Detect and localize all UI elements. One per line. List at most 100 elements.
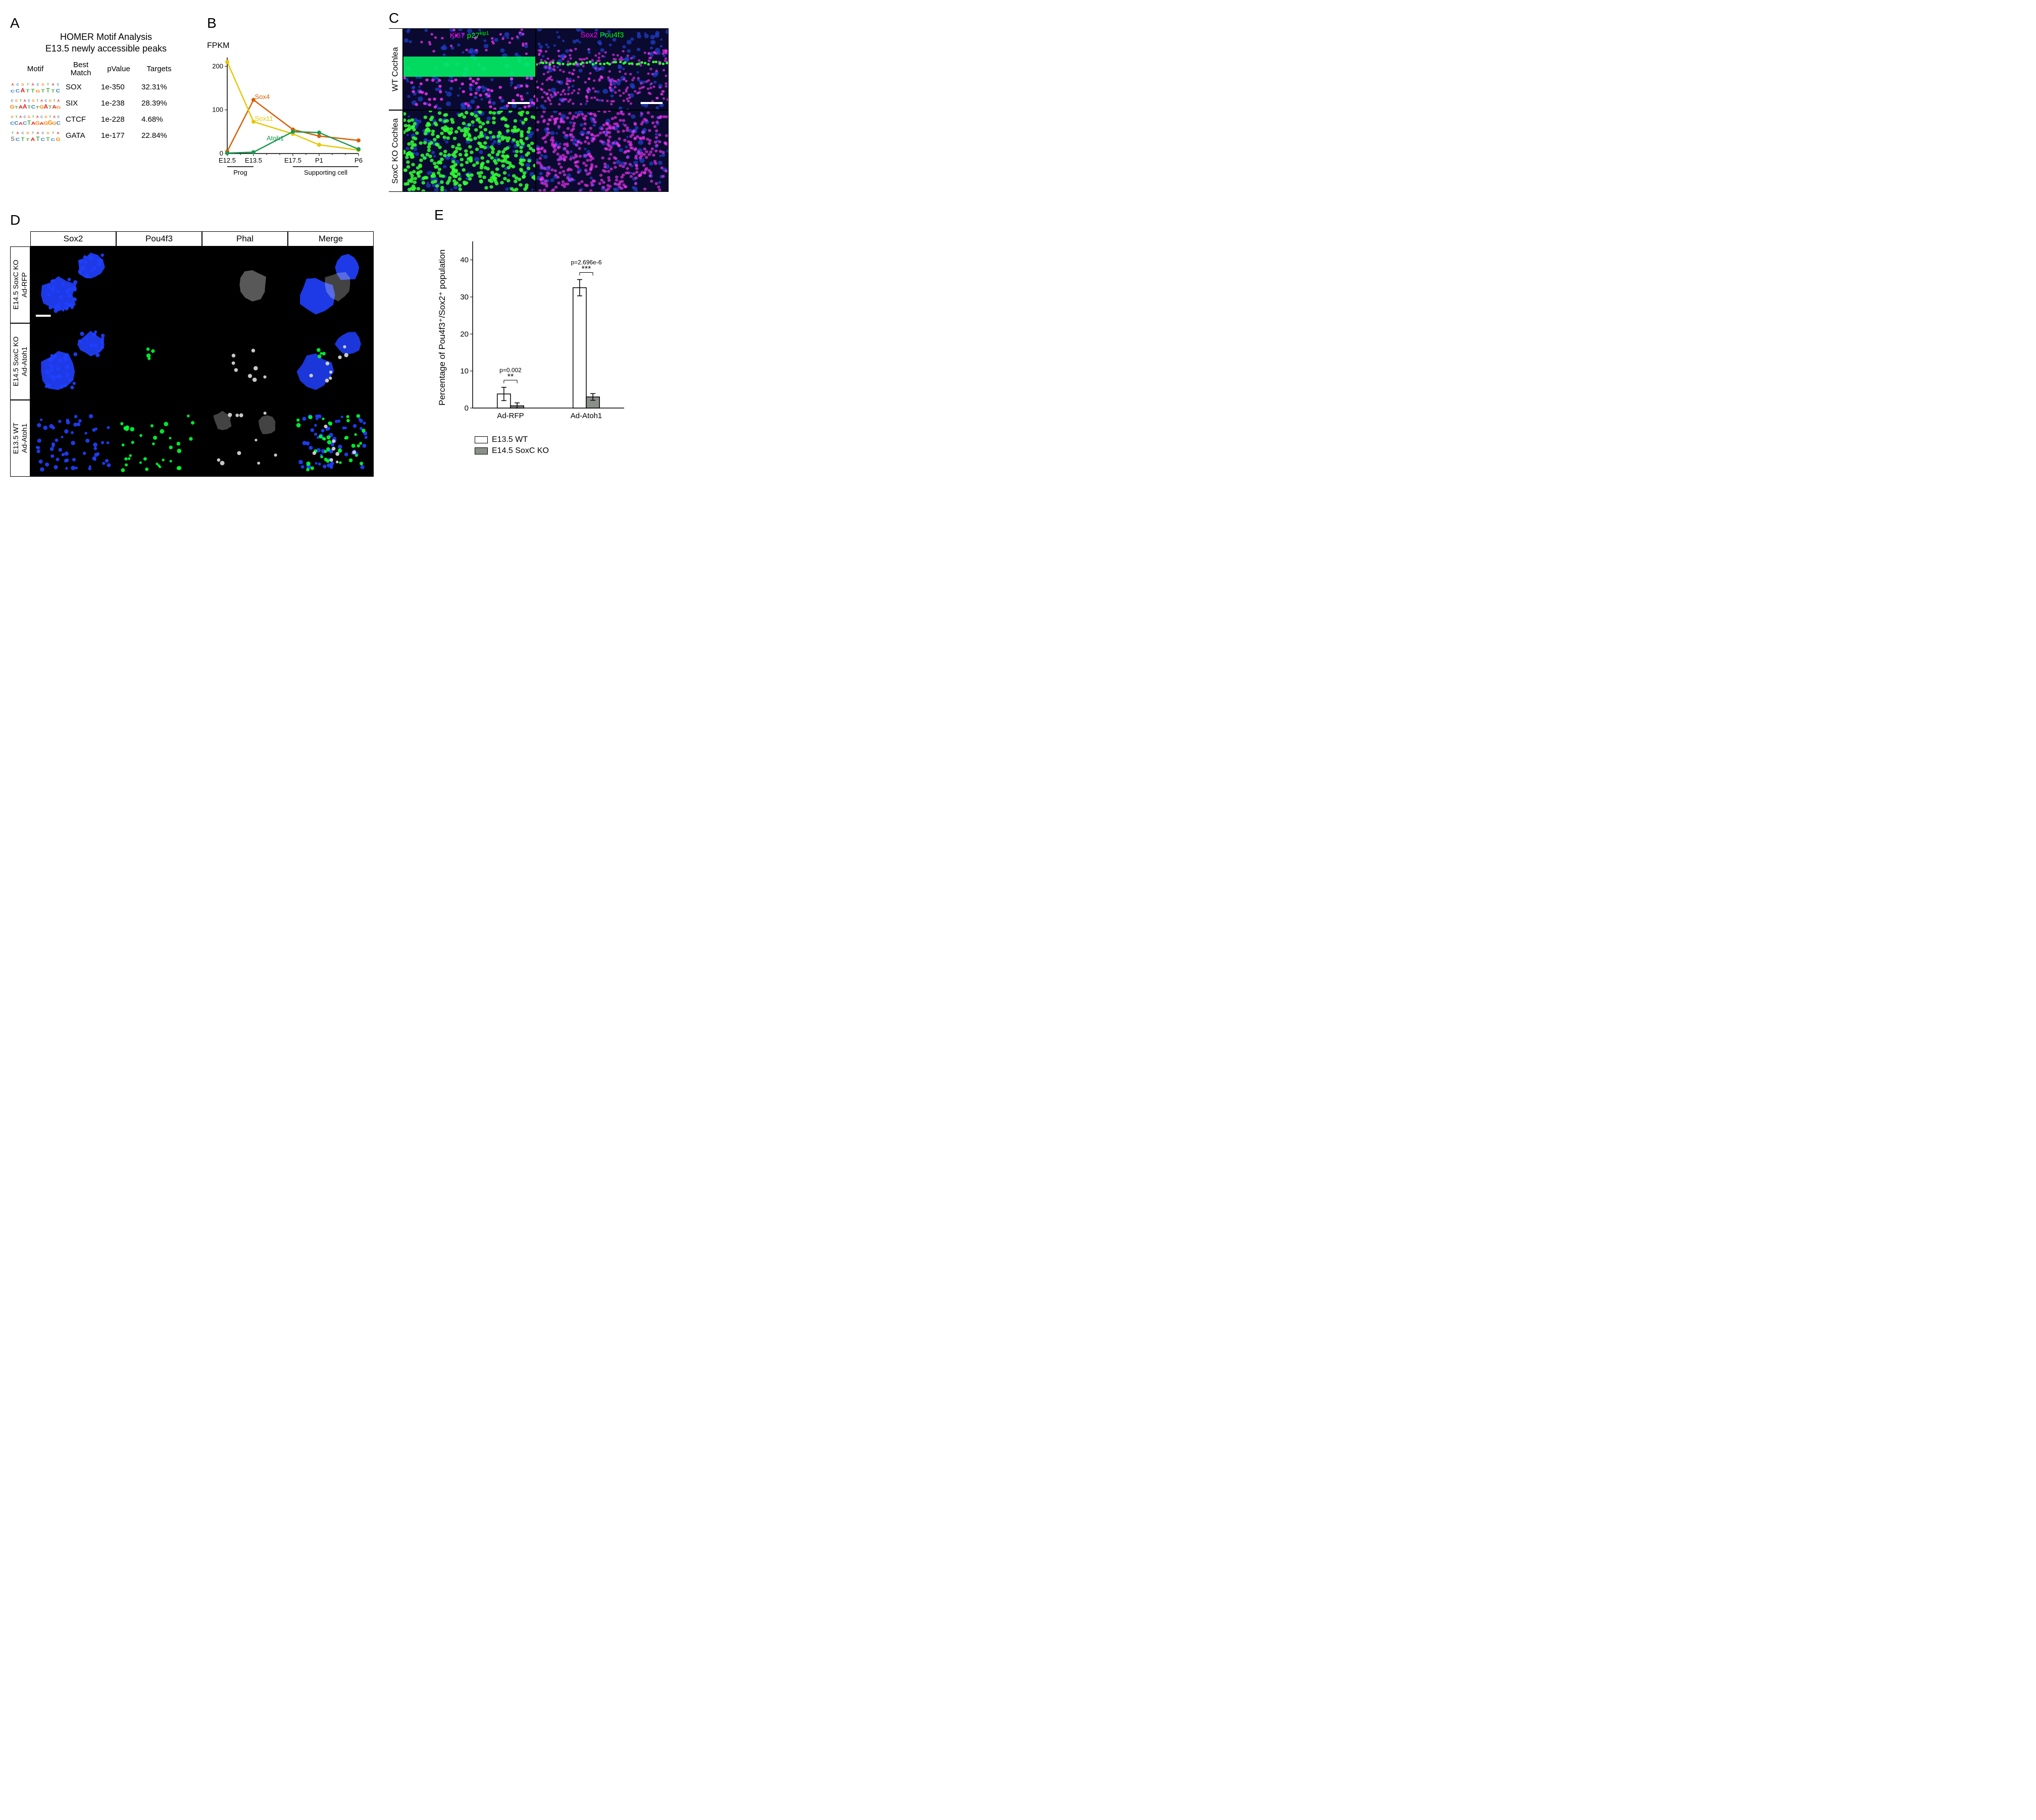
motif-targets: 28.39% (141, 99, 177, 108)
svg-text:G: G (44, 115, 47, 119)
panel-d-col-header: Phal (202, 231, 288, 246)
svg-text:G: G (21, 83, 24, 86)
legend-label: E14.5 SoxC KO (492, 446, 549, 456)
svg-text:G: G (35, 120, 40, 126)
legend-item: E13.5 WT (475, 435, 669, 444)
panel-a-label: A (10, 15, 202, 31)
panel-d-image (202, 246, 288, 323)
panel-d-row-label: E14.5 SoxC KOAd-Atoh1 (10, 323, 30, 400)
panel-d: D Sox2Pou4f3PhalMergeE14.5 SoxC KOAd-RFP… (10, 212, 404, 477)
svg-text:Sox11: Sox11 (255, 115, 273, 122)
svg-text:G: G (11, 115, 14, 119)
svg-text:C: C (17, 83, 19, 86)
svg-text:C: C (56, 88, 60, 93)
svg-text:C: C (16, 137, 20, 142)
svg-text:G: G (15, 99, 18, 103)
panel-e: E Percentage of Pou4f3⁺/Sox2⁺ population… (434, 207, 669, 477)
motif-pval: 1e-177 (101, 131, 136, 140)
svg-text:T: T (49, 115, 51, 119)
motif-pval: 1e-350 (101, 83, 136, 91)
bottom-row: D Sox2Pou4f3PhalMergeE14.5 SoxC KOAd-RFP… (10, 192, 669, 477)
motif-logo: STCATCTGATTACCTGCTGA (10, 129, 61, 142)
svg-text:40: 40 (460, 256, 469, 265)
panel-c-grid: WT CochleaKi67 p27kip1Sox2 Pou4f3SoxC KO… (389, 28, 669, 192)
svg-text:E17.5: E17.5 (284, 157, 301, 164)
svg-text:Supporting cell: Supporting cell (304, 169, 347, 176)
panel-c-image: Ki67 p27kip1 (403, 28, 536, 110)
panel-d-image (288, 246, 374, 323)
legend-swatch (475, 436, 488, 443)
svg-text:A: A (52, 83, 55, 86)
svg-text:T: T (41, 88, 45, 94)
svg-text:G: G (26, 131, 29, 135)
motif-hdr-motif: Motif (10, 65, 61, 74)
svg-text:A: A (53, 115, 56, 119)
panel-c-col-label: Ki67 p27kip1 (403, 31, 535, 40)
svg-text:G: G (10, 104, 15, 110)
panel-c-label: C (389, 10, 669, 26)
svg-text:G: G (35, 89, 40, 93)
panel-b-chart: 0100200E12.5E13.5E17.5P1P6ProgSupporting… (207, 53, 374, 184)
svg-text:P1: P1 (315, 157, 323, 164)
panel-d-image (116, 246, 202, 323)
svg-text:G: G (56, 137, 60, 142)
motif-pval: 1e-238 (101, 99, 136, 108)
svg-text:A: A (36, 115, 39, 119)
panel-c: C WT CochleaKi67 p27kip1Sox2 Pou4f3SoxC … (389, 10, 669, 192)
svg-text:Prog: Prog (233, 169, 247, 176)
svg-text:C: C (57, 115, 60, 119)
motif-table: MotifBestMatchpValueTargetsCACCAGTTTAGCT… (10, 61, 202, 142)
svg-text:Ad-RFP: Ad-RFP (497, 412, 524, 420)
svg-text:A: A (32, 83, 34, 86)
svg-text:C: C (44, 99, 47, 103)
svg-text:C: C (42, 131, 44, 135)
panel-c-image: Sox2 Pou4f3 (536, 28, 669, 110)
top-row: A HOMER Motif Analysis E13.5 newly acces… (10, 10, 669, 192)
panel-d-image (30, 246, 116, 323)
svg-text:C: C (57, 120, 61, 126)
panel-d-label: D (10, 212, 404, 228)
svg-text:100: 100 (212, 106, 223, 114)
panel-e-chart: 010203040Ad-RFP**p=0.002Ad-Atoh1***p=2.6… (447, 226, 629, 428)
svg-text:T: T (26, 138, 29, 142)
panel-a-title: HOMER Motif Analysis E13.5 newly accessi… (10, 31, 202, 55)
svg-text:T: T (20, 99, 22, 103)
motif-logo: CGCTAACCTGATGAACGGGTGACC (10, 113, 61, 126)
svg-text:A: A (21, 87, 25, 94)
svg-text:T: T (47, 83, 49, 86)
svg-text:C: C (57, 83, 60, 86)
svg-text:C: C (16, 88, 20, 94)
motif-logo: GCTGATAATCCGTTGAACTGATGA (10, 97, 61, 110)
svg-text:T: T (12, 131, 14, 135)
svg-text:G: G (46, 131, 49, 135)
svg-text:T: T (46, 87, 49, 94)
panel-d-image (30, 400, 116, 477)
panel-c-row-label: WT Cochlea (389, 28, 403, 110)
panel-c-image (536, 110, 669, 192)
svg-text:G: G (28, 115, 30, 119)
svg-text:10: 10 (460, 367, 469, 376)
svg-text:A: A (17, 131, 19, 135)
panel-a-title-2: E13.5 newly accessible peaks (10, 43, 202, 55)
svg-text:0: 0 (465, 404, 469, 413)
panel-d-col-header: Pou4f3 (116, 231, 202, 246)
motif-targets: 4.68% (141, 115, 177, 124)
svg-text:p=0.002: p=0.002 (499, 367, 522, 374)
svg-text:Sox4: Sox4 (255, 93, 270, 100)
svg-text:T: T (32, 115, 34, 119)
panel-b-ylabel: FPKM (207, 41, 374, 50)
svg-text:***: *** (582, 265, 591, 274)
svg-text:A: A (40, 99, 43, 103)
panel-d-image (202, 400, 288, 477)
panel-d-grid: Sox2Pou4f3PhalMergeE14.5 SoxC KOAd-RFPE1… (10, 231, 404, 477)
svg-text:A: A (19, 115, 22, 119)
svg-text:C: C (24, 115, 26, 119)
svg-text:T: T (26, 89, 30, 93)
svg-text:C: C (31, 104, 35, 110)
svg-text:A: A (12, 83, 14, 86)
svg-text:C: C (14, 120, 18, 126)
motif-best: SOX (66, 83, 96, 91)
svg-text:A: A (44, 104, 48, 110)
svg-text:C: C (37, 83, 39, 86)
svg-text:T: T (52, 131, 54, 135)
